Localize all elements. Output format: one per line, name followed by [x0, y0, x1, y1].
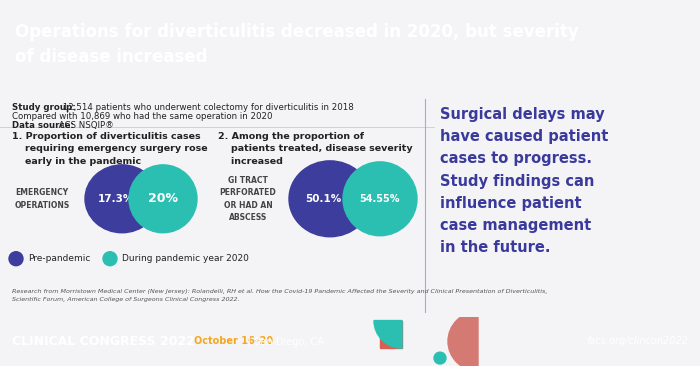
- Text: Surgical delays may
have caused patient
cases to progress.
Study findings can
in: Surgical delays may have caused patient …: [440, 107, 608, 255]
- Wedge shape: [374, 321, 402, 348]
- Text: Research from Morristown Medical Center (New Jersey): Rolandelli, RH et al. How : Research from Morristown Medical Center …: [12, 289, 547, 294]
- Text: 50.1%: 50.1%: [305, 194, 341, 204]
- Text: During pandemic year 2020: During pandemic year 2020: [122, 254, 249, 263]
- Text: GI TRACT
PERFORATED
OR HAD AN
ABSCESS: GI TRACT PERFORATED OR HAD AN ABSCESS: [220, 176, 276, 222]
- Text: 2. Among the proportion of
    patients treated, disease severity
    increased: 2. Among the proportion of patients trea…: [218, 132, 412, 166]
- Ellipse shape: [289, 161, 371, 237]
- Wedge shape: [448, 311, 478, 366]
- Text: EMERGENCY
OPERATIONS: EMERGENCY OPERATIONS: [15, 188, 69, 210]
- Bar: [380, 321, 402, 348]
- Text: Scientific Forum, American College of Surgeons Clinical Congress 2022.: Scientific Forum, American College of Su…: [12, 296, 239, 302]
- Circle shape: [103, 252, 117, 266]
- Text: | San Diego, CA: | San Diego, CA: [248, 336, 324, 347]
- Text: 20%: 20%: [148, 192, 178, 205]
- Text: facs.org/clincon2022: facs.org/clincon2022: [586, 336, 688, 346]
- Text: 54.55%: 54.55%: [360, 194, 400, 204]
- Ellipse shape: [129, 165, 197, 233]
- Ellipse shape: [343, 162, 417, 236]
- Text: Data source:: Data source:: [12, 121, 74, 130]
- Circle shape: [9, 252, 23, 266]
- Text: October 16–20: October 16–20: [194, 336, 273, 346]
- Text: ACS NSQIP®: ACS NSQIP®: [56, 121, 114, 130]
- Text: 1. Proportion of diverticulitis cases
    requiring emergency surgery rose
    e: 1. Proportion of diverticulitis cases re…: [12, 132, 208, 166]
- Text: 12,514 patients who underwent colectomy for diverticulitis in 2018: 12,514 patients who underwent colectomy …: [60, 103, 354, 112]
- Text: Pre-pandemic: Pre-pandemic: [28, 254, 90, 263]
- Text: Compared with 10,869 who had the same operation in 2020: Compared with 10,869 who had the same op…: [12, 112, 272, 121]
- Ellipse shape: [85, 165, 159, 233]
- Text: CLINICAL CONGRESS 2022: CLINICAL CONGRESS 2022: [12, 335, 195, 348]
- Text: Operations for diverticulitis decreased in 2020, but severity
of disease increas: Operations for diverticulitis decreased …: [15, 23, 579, 66]
- Text: 17.3%: 17.3%: [98, 194, 134, 204]
- Text: Study group:: Study group:: [12, 103, 76, 112]
- Circle shape: [434, 352, 446, 364]
